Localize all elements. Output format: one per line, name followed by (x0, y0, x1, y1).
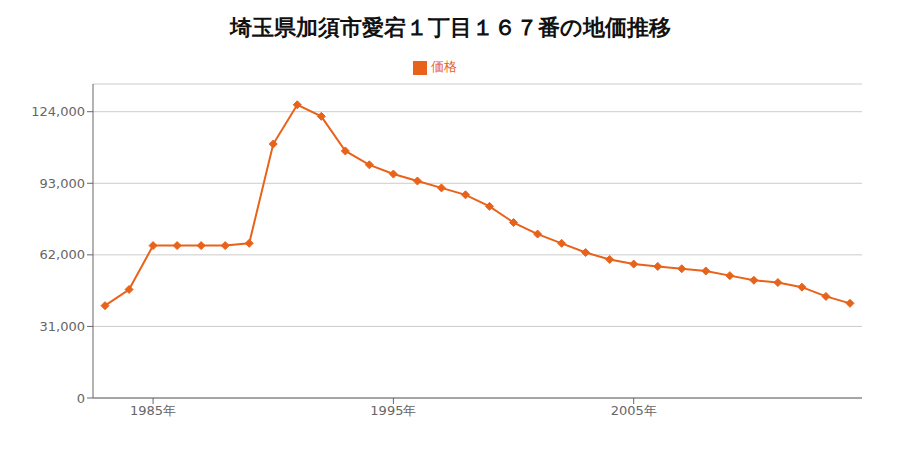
svg-text:93,000: 93,000 (40, 176, 86, 191)
svg-text:62,000: 62,000 (40, 247, 86, 262)
svg-text:2005年: 2005年 (611, 403, 657, 418)
html-text:価格: 価格 (431, 59, 457, 74)
svg-text:1985年: 1985年 (130, 403, 176, 418)
svg-text:0: 0 (77, 391, 85, 406)
svg-text:124,000: 124,000 (31, 104, 85, 119)
svg-text:31,000: 31,000 (40, 319, 86, 334)
html-text:埼玉県加須市愛宕１丁目１６７番の地価推移: 埼玉県加須市愛宕１丁目１６７番の地価推移 (229, 15, 671, 40)
svg-text:1995年: 1995年 (370, 403, 416, 418)
